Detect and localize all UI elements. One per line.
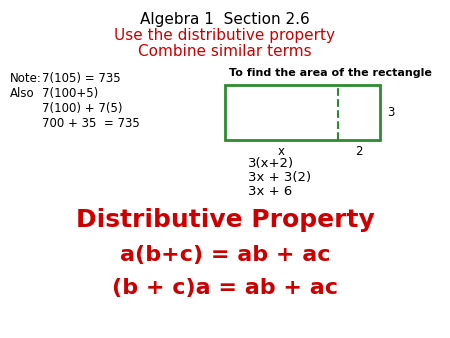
Text: a(b+c) = ab + ac: a(b+c) = ab + ac xyxy=(120,245,330,265)
Text: Also: Also xyxy=(10,87,35,100)
Text: Distributive Property: Distributive Property xyxy=(76,208,374,232)
Text: 7(105) = 735: 7(105) = 735 xyxy=(42,72,121,85)
Text: Combine similar terms: Combine similar terms xyxy=(138,44,312,59)
Text: 7(100) + 7(5): 7(100) + 7(5) xyxy=(42,102,122,115)
Text: 3x + 6: 3x + 6 xyxy=(248,185,292,198)
Text: 2: 2 xyxy=(356,145,363,158)
Text: 3(x+2): 3(x+2) xyxy=(248,157,294,170)
Text: 3: 3 xyxy=(387,106,394,119)
Text: 700 + 35  = 735: 700 + 35 = 735 xyxy=(42,117,140,130)
Text: 7(100+5): 7(100+5) xyxy=(42,87,98,100)
Text: Note:: Note: xyxy=(10,72,42,85)
Text: 3x + 3(2): 3x + 3(2) xyxy=(248,171,311,184)
Text: x: x xyxy=(278,145,285,158)
Text: Algebra 1  Section 2.6: Algebra 1 Section 2.6 xyxy=(140,12,310,27)
Text: Use the distributive property: Use the distributive property xyxy=(114,28,336,43)
Text: (b + c)a = ab + ac: (b + c)a = ab + ac xyxy=(112,278,338,298)
Bar xyxy=(225,85,380,140)
Text: To find the area of the rectangle: To find the area of the rectangle xyxy=(229,68,432,78)
